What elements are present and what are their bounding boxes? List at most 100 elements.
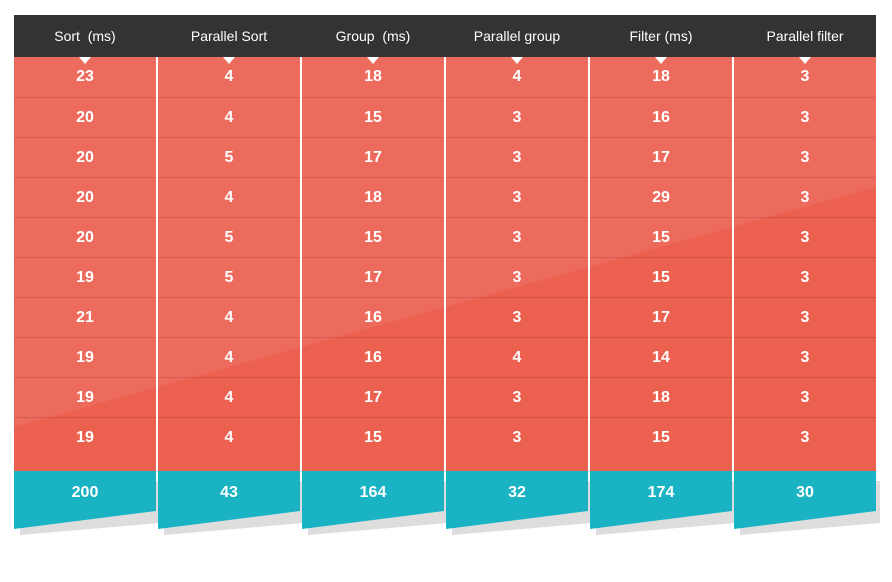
table-cell: 4 [158, 177, 300, 217]
column-group: Group (ms) 18 15 17 18 15 17 16 16 17 15… [302, 15, 448, 545]
table-cell: 3 [446, 377, 588, 417]
column-parallel-filter: Parallel filter 3 3 3 3 3 3 3 3 3 3 30 [734, 15, 880, 545]
caret-down-icon [79, 57, 91, 64]
table-cell: 4 [158, 417, 300, 457]
column-parallel-group: Parallel group 4 3 3 3 3 3 3 4 3 3 32 [446, 15, 592, 545]
table-cell: 4 [158, 97, 300, 137]
column-total: 174 [590, 471, 736, 535]
column-total: 32 [446, 471, 592, 535]
table-cell: 5 [158, 257, 300, 297]
table-cell: 4 [158, 297, 300, 337]
table-cell: 15 [302, 217, 444, 257]
column-sort: Sort (ms) 23 20 20 20 20 19 21 19 19 19 … [14, 15, 160, 545]
table-cell: 3 [734, 297, 876, 337]
header-bar [14, 15, 876, 57]
table-cell: 18 [364, 68, 382, 85]
column-header-sort[interactable]: Sort (ms) [54, 28, 116, 44]
column-header-parallel-sort[interactable]: Parallel Sort [190, 28, 268, 44]
table-cell: 17 [590, 137, 732, 177]
total-ribbon-shape [158, 471, 304, 535]
table-cell: 19 [14, 257, 156, 297]
column-body: 4 3 3 3 3 3 3 4 3 3 [446, 57, 588, 471]
total-ribbon-shape [734, 471, 880, 535]
table-cell: 5 [158, 217, 300, 257]
table-cell: 4 [512, 68, 522, 85]
table-cell: 3 [734, 177, 876, 217]
table-cell: 4 [158, 377, 300, 417]
table-cell: 3 [734, 137, 876, 177]
total-value: 43 [220, 484, 238, 501]
total-value: 32 [508, 484, 526, 501]
table-cell: 5 [158, 137, 300, 177]
column-body: 18 15 17 18 15 17 16 16 17 15 [302, 57, 444, 471]
table-cell: 16 [590, 97, 732, 137]
table-cell: 20 [14, 177, 156, 217]
table-cell: 15 [302, 417, 444, 457]
table-cell: 15 [590, 217, 732, 257]
column-filter: Filter (ms) 18 16 17 29 15 15 17 14 18 1… [590, 15, 736, 545]
column-header-parallel-filter[interactable]: Parallel filter [766, 28, 844, 44]
table-cell: 3 [446, 297, 588, 337]
table-cell: 3 [800, 68, 810, 85]
table-cell: 4 [158, 337, 300, 377]
table-cell: 21 [14, 297, 156, 337]
table-cell: 19 [14, 377, 156, 417]
table-cell: 18 [302, 177, 444, 217]
table-cell: 20 [14, 97, 156, 137]
caret-down-icon [655, 57, 667, 64]
table-cell: 3 [734, 217, 876, 257]
total-value: 200 [71, 484, 99, 501]
table-cell: 14 [590, 337, 732, 377]
caret-down-icon [367, 57, 379, 64]
table-cell: 3 [734, 417, 876, 457]
caret-down-icon [223, 57, 235, 64]
table-cell: 20 [14, 217, 156, 257]
table-cell: 16 [302, 337, 444, 377]
table-cell: 3 [446, 177, 588, 217]
table-cell: 15 [590, 417, 732, 457]
table-cell: 17 [302, 137, 444, 177]
total-value: 164 [359, 484, 387, 501]
table-cell: 3 [446, 137, 588, 177]
column-total: 30 [734, 471, 880, 535]
column-body: 3 3 3 3 3 3 3 3 3 3 [734, 57, 876, 471]
table-cell: 4 [224, 68, 234, 85]
table-cell: 29 [590, 177, 732, 217]
column-total: 200 [14, 471, 160, 535]
table-cell: 19 [14, 417, 156, 457]
total-value: 30 [796, 484, 814, 501]
table-cell: 17 [302, 377, 444, 417]
table-cell: 3 [446, 417, 588, 457]
column-total: 43 [158, 471, 304, 535]
table-cell: 3 [734, 257, 876, 297]
table-cell: 20 [14, 137, 156, 177]
total-ribbon-shape [302, 471, 448, 535]
table-cell: 3 [446, 257, 588, 297]
table-cell: 16 [302, 297, 444, 337]
table-cell: 3 [734, 337, 876, 377]
table-cell: 19 [14, 337, 156, 377]
total-ribbon-shape [446, 471, 592, 535]
column-total: 164 [302, 471, 448, 535]
table-cell: 17 [302, 257, 444, 297]
column-parallel-sort: Parallel Sort 4 4 5 4 5 5 4 4 4 4 43 [158, 15, 304, 545]
table-cell: 4 [446, 337, 588, 377]
column-header-group[interactable]: Group (ms) [335, 28, 411, 44]
column-body: 4 4 5 4 5 5 4 4 4 4 [158, 57, 300, 471]
column-header-filter[interactable]: Filter (ms) [629, 28, 693, 44]
column-body: 23 20 20 20 20 19 21 19 19 19 [14, 57, 156, 471]
table-cell: 18 [590, 377, 732, 417]
total-ribbon-shape [14, 471, 160, 535]
column-header-parallel-group[interactable]: Parallel group [473, 28, 561, 44]
table-cell: 3 [734, 97, 876, 137]
caret-down-icon [511, 57, 523, 64]
results-table: Sort (ms) 23 20 20 20 20 19 21 19 19 19 … [14, 15, 880, 545]
table-cell: 15 [590, 257, 732, 297]
caret-down-icon [799, 57, 811, 64]
total-value: 174 [647, 484, 675, 501]
table-cell: 17 [590, 297, 732, 337]
table-cell: 15 [302, 97, 444, 137]
table-cell: 18 [652, 68, 670, 85]
table-cell: 3 [446, 217, 588, 257]
table-cell: 23 [76, 68, 94, 85]
